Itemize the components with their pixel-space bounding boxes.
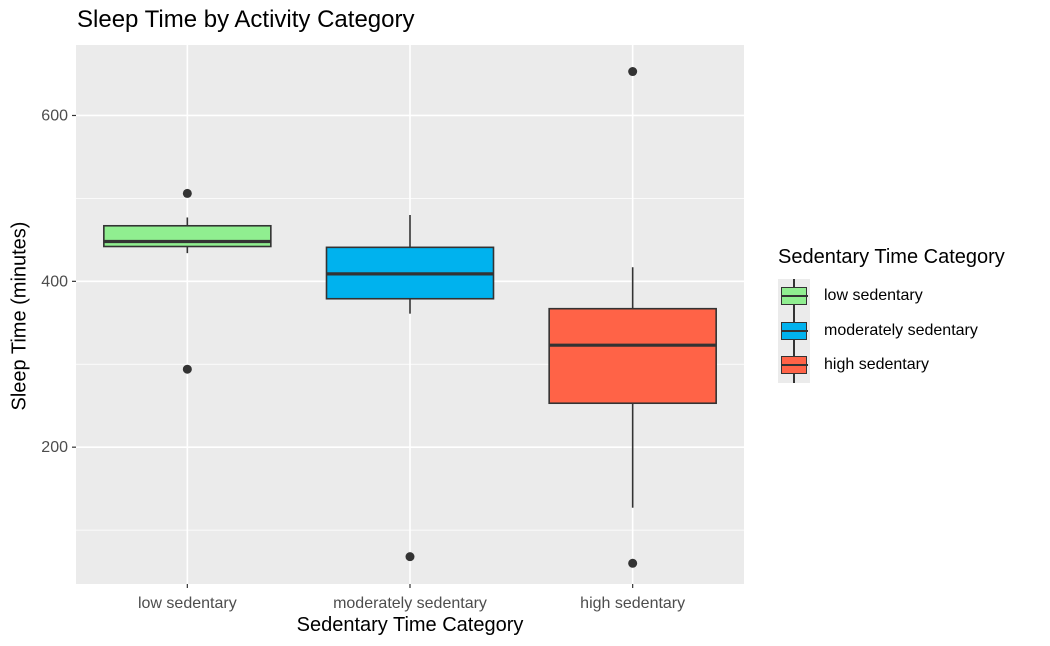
box [103,224,272,248]
legend-label: low sedentary [824,287,923,305]
legend-key [778,348,810,383]
legend-key-median [781,364,808,366]
legend-items: low sedentary moderately sedentary high se… [778,279,1005,383]
outlier-point [182,364,192,374]
legend-item: moderately sedentary [778,313,1005,348]
x-axis-title: Sedentary Time Category [296,614,524,636]
legend-item: high sedentary [778,348,1005,383]
legend-label: moderately sedentary [824,321,978,339]
x-tick-label: high sedentary [580,595,685,612]
box [548,307,717,405]
legend: Sedentary Time Category low sedentary mod… [778,246,1005,383]
legend-item: low sedentary [778,279,1005,314]
outlier-point [628,67,638,77]
chart-title: Sleep Time by Activity Category [77,6,415,33]
legend-key-median [781,329,808,332]
x-tick-label: moderately sedentary [333,595,487,612]
x-tick-label: low sedentary [138,595,237,612]
legend-label: high sedentary [824,356,929,374]
legend-key [778,313,810,348]
legend-key-median [781,295,808,297]
outlier-point [628,558,638,568]
y-tick-label: 600 [41,107,68,124]
outlier-point [182,188,192,198]
legend-key [778,279,810,314]
y-tick-label: 200 [41,439,68,456]
outlier-point [405,552,415,562]
y-tick-label: 400 [41,273,68,290]
legend-title: Sedentary Time Category [778,246,1005,268]
